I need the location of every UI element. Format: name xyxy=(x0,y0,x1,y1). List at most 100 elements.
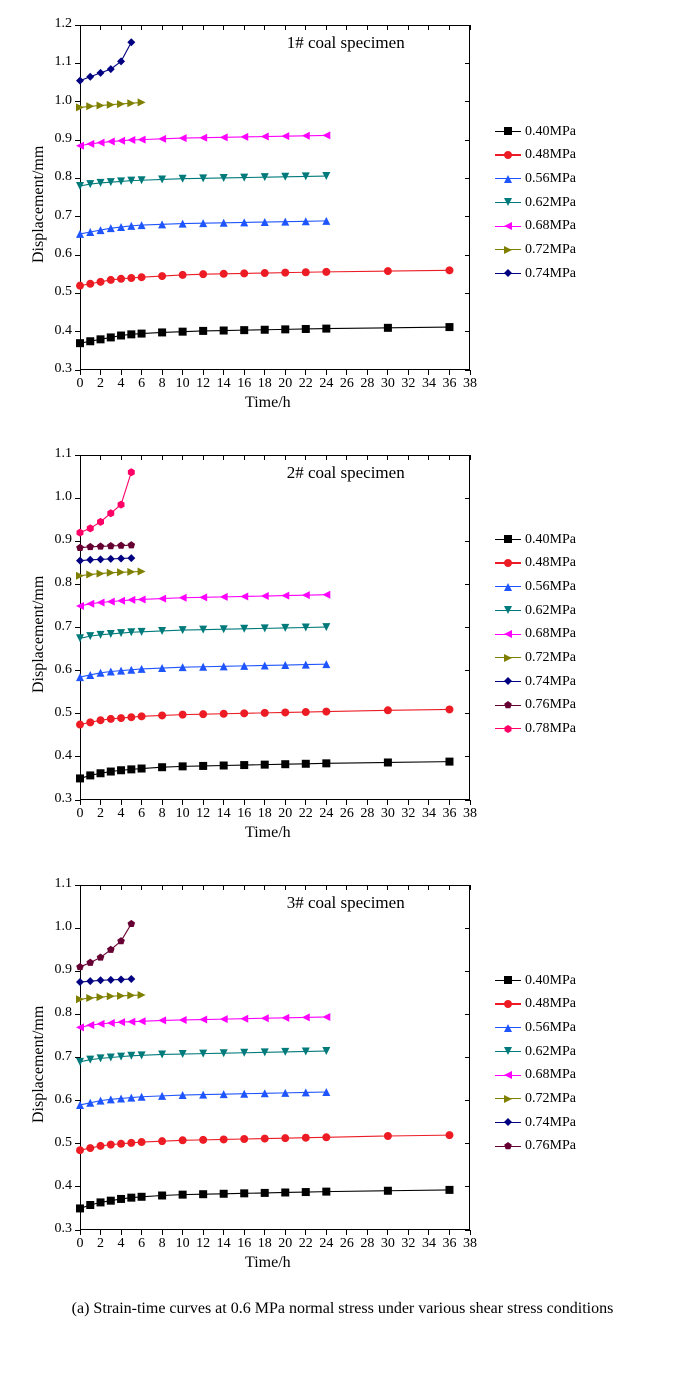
series-marker xyxy=(240,326,248,334)
x-tick xyxy=(182,800,183,805)
x-tick xyxy=(387,800,388,805)
series-marker xyxy=(322,1133,330,1141)
x-tick-label: 36 xyxy=(439,806,459,822)
series-marker xyxy=(199,327,207,335)
series-marker xyxy=(127,1194,135,1202)
y-axis-label: Displacement/mm xyxy=(30,145,48,262)
x-tick xyxy=(223,1230,224,1235)
x-tick-label: 36 xyxy=(439,376,459,392)
series-marker xyxy=(128,468,135,476)
series-marker xyxy=(107,569,115,577)
legend-line xyxy=(495,728,521,729)
series-marker xyxy=(158,1016,166,1024)
x-tick xyxy=(428,800,429,805)
legend-marker-icon xyxy=(504,559,512,567)
legend-item: 0.74MPa xyxy=(495,1112,576,1134)
y-tick xyxy=(75,584,80,585)
series-marker xyxy=(302,132,310,140)
y-tick-label: 0.7 xyxy=(55,619,73,635)
y-tick xyxy=(75,1014,80,1015)
series-marker xyxy=(76,634,84,642)
x-tick-label: 30 xyxy=(378,806,398,822)
x-tick xyxy=(162,800,163,805)
x-tick-top xyxy=(449,25,450,30)
chart-title: 2# coal specimen xyxy=(287,463,405,483)
y-tick-label: 1.1 xyxy=(55,876,73,892)
series-marker xyxy=(76,1101,84,1109)
series-marker xyxy=(117,137,125,145)
series-marker xyxy=(117,57,125,65)
x-tick-label: 6 xyxy=(132,376,152,392)
y-tick-right xyxy=(465,1186,470,1187)
y-tick-right xyxy=(465,713,470,714)
x-tick xyxy=(408,800,409,805)
y-tick-right xyxy=(465,541,470,542)
legend-marker-icon xyxy=(504,1118,512,1126)
x-tick xyxy=(264,370,265,375)
series-marker xyxy=(107,101,115,109)
x-tick-top xyxy=(387,885,388,890)
x-tick-top xyxy=(470,455,471,460)
x-tick-label: 14 xyxy=(214,1236,234,1252)
x-tick-top xyxy=(121,885,122,890)
series-marker xyxy=(138,136,146,144)
y-tick-right xyxy=(465,627,470,628)
x-tick xyxy=(162,1230,163,1235)
x-tick-top xyxy=(428,885,429,890)
series-marker xyxy=(199,270,207,278)
series-marker xyxy=(445,266,453,274)
series-marker xyxy=(158,1137,166,1145)
series-marker xyxy=(86,140,94,148)
legend-line xyxy=(495,202,521,203)
series-marker xyxy=(138,567,146,575)
legend-item: 0.68MPa xyxy=(495,623,576,645)
legend-item: 0.62MPa xyxy=(495,192,576,214)
x-tick xyxy=(408,370,409,375)
y-tick-label: 1.0 xyxy=(55,919,73,935)
series-marker xyxy=(302,1188,310,1196)
series-marker xyxy=(86,718,94,726)
y-tick xyxy=(75,800,80,801)
series-marker xyxy=(445,1131,453,1139)
series-marker xyxy=(302,268,310,276)
y-tick-right xyxy=(465,1057,470,1058)
series-marker xyxy=(322,591,330,599)
x-tick-top xyxy=(305,25,306,30)
x-tick-label: 2 xyxy=(91,376,111,392)
series-marker xyxy=(322,1188,330,1196)
x-tick-top xyxy=(80,455,81,460)
x-tick-top xyxy=(305,885,306,890)
series-marker xyxy=(117,597,125,605)
x-tick-label: 32 xyxy=(398,376,418,392)
series-marker xyxy=(281,1134,289,1142)
series-marker xyxy=(261,761,269,769)
y-tick xyxy=(75,713,80,714)
x-tick-label: 30 xyxy=(378,1236,398,1252)
legend-marker-icon xyxy=(504,630,512,638)
x-tick xyxy=(80,370,81,375)
series-marker xyxy=(107,1141,115,1149)
series-marker xyxy=(86,280,94,288)
y-tick-label: 0.9 xyxy=(55,532,73,548)
series-marker xyxy=(97,278,105,286)
legend-line xyxy=(495,178,521,179)
legend-marker-icon xyxy=(504,1000,512,1008)
legend-marker-icon xyxy=(504,1047,512,1055)
series-marker xyxy=(158,595,166,603)
x-tick xyxy=(100,800,101,805)
x-tick-top xyxy=(408,25,409,30)
x-tick-top xyxy=(428,455,429,460)
chart-1: 024681012141618202224262830323436380.30.… xyxy=(10,10,670,430)
x-tick-label: 22 xyxy=(296,806,316,822)
chart-title: 1# coal specimen xyxy=(287,33,405,53)
y-tick-right xyxy=(465,1143,470,1144)
series-marker xyxy=(138,273,146,281)
series-marker xyxy=(76,774,84,782)
y-tick-right xyxy=(465,216,470,217)
x-tick-top xyxy=(244,455,245,460)
x-tick-label: 34 xyxy=(419,1236,439,1252)
y-tick-right xyxy=(465,1014,470,1015)
x-tick-label: 24 xyxy=(316,806,336,822)
legend-line xyxy=(495,586,521,587)
x-tick xyxy=(223,800,224,805)
